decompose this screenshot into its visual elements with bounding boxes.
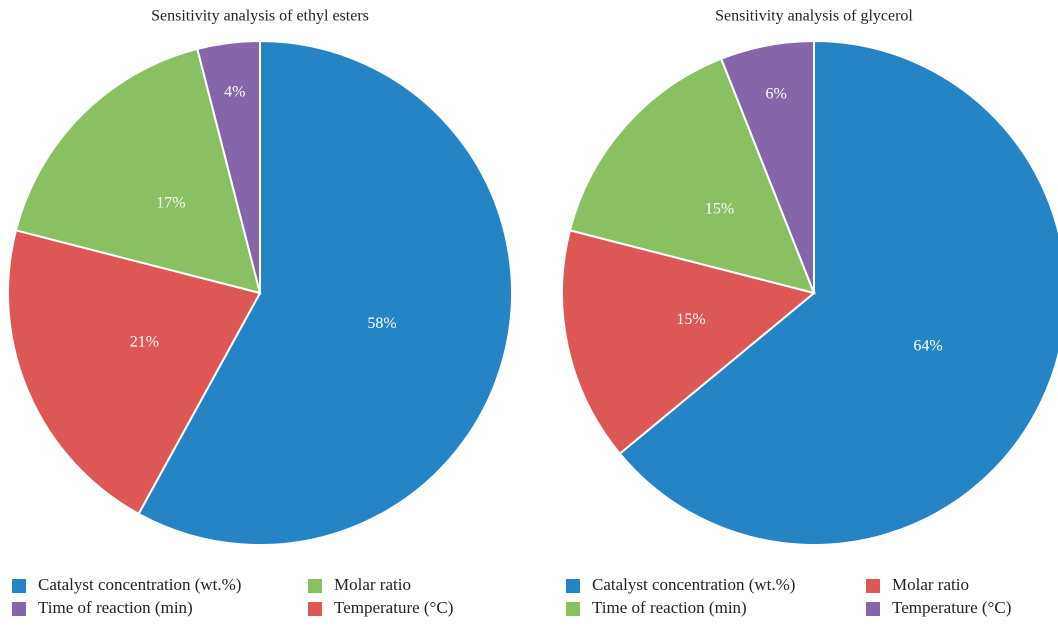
legend-swatch	[866, 602, 880, 616]
pie-slice	[7, 229, 262, 516]
legend-label: Molar ratio	[334, 575, 411, 594]
pie-slice	[196, 39, 261, 294]
chart-title: Sensitivity analysis of glycerol	[715, 8, 913, 25]
pie-slice	[137, 39, 513, 546]
legend-swatch	[308, 579, 322, 593]
legend-swatch	[566, 579, 580, 593]
legend-swatch	[308, 602, 322, 616]
slice-label: 58%	[367, 315, 396, 332]
legend-label: Catalyst concentration (wt.%)	[38, 575, 241, 594]
slice-label: 17%	[156, 195, 185, 212]
legend-label: Temperature (°C)	[334, 598, 453, 617]
slice-label: 4%	[224, 84, 245, 101]
pie-slice	[719, 39, 815, 294]
legend-label: Catalyst concentration (wt.%)	[592, 575, 795, 594]
pie-slice	[561, 229, 817, 456]
slice-label: 6%	[766, 86, 787, 103]
chart-title: Sensitivity analysis of ethyl esters	[151, 8, 369, 25]
slice-label: 64%	[913, 337, 942, 354]
pie-chart: Sensitivity analysis of ethyl esters 58% 2…	[7, 8, 513, 617]
pie-slice	[14, 47, 262, 295]
slice-label: 15%	[705, 200, 734, 217]
pie-slice	[568, 57, 816, 295]
legend-swatch	[12, 602, 26, 616]
legend-label: Molar ratio	[892, 575, 969, 594]
slice-label: 15%	[676, 311, 705, 328]
legend-label: Temperature (°C)	[892, 598, 1011, 617]
slice-label: 21%	[130, 334, 159, 351]
pie-slice	[618, 39, 1058, 546]
legend-label: Time of reaction (min)	[592, 598, 747, 617]
legend-label: Time of reaction (min)	[38, 598, 193, 617]
pie-chart: Sensitivity analysis of glycerol 64% 15% 15…	[561, 8, 1058, 617]
legend-swatch	[12, 579, 26, 593]
legend-swatch	[866, 579, 880, 593]
legend-swatch	[566, 602, 580, 616]
